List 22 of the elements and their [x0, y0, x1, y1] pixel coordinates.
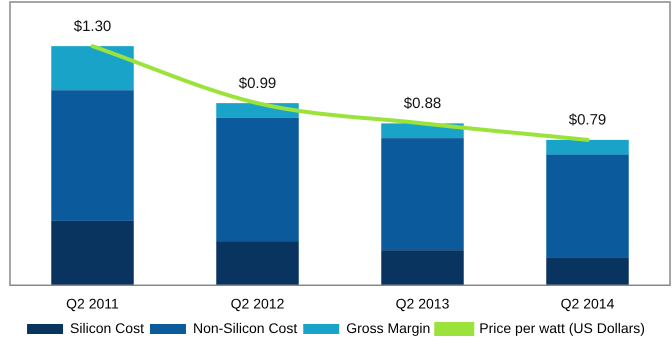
bar — [546, 258, 629, 286]
data-label: $0.99 — [238, 74, 276, 92]
bar — [216, 118, 299, 242]
bar — [51, 220, 134, 286]
data-label: $0.88 — [404, 95, 442, 112]
data-label: $1.30 — [74, 18, 112, 35]
bar — [51, 90, 134, 221]
legend-label: Non-Silicon Cost — [192, 320, 298, 336]
x-tick-label: Q2 2013 — [396, 295, 450, 312]
legend-label: Silicon Cost — [70, 320, 144, 336]
bar — [216, 241, 299, 286]
legend-label: Price per watt (US Dollars) — [479, 320, 645, 336]
x-tick-label: Q2 2012 — [230, 295, 285, 312]
bar — [546, 154, 629, 258]
bar — [381, 250, 464, 286]
x-tick-label: Q2 2014 — [560, 295, 615, 312]
x-tick-label: Q2 2011 — [66, 295, 120, 312]
bar — [51, 46, 134, 90]
bar — [546, 140, 629, 155]
legend-label: Gross Margin — [346, 320, 430, 336]
data-label: $0.79 — [568, 112, 606, 129]
bar — [381, 138, 464, 250]
